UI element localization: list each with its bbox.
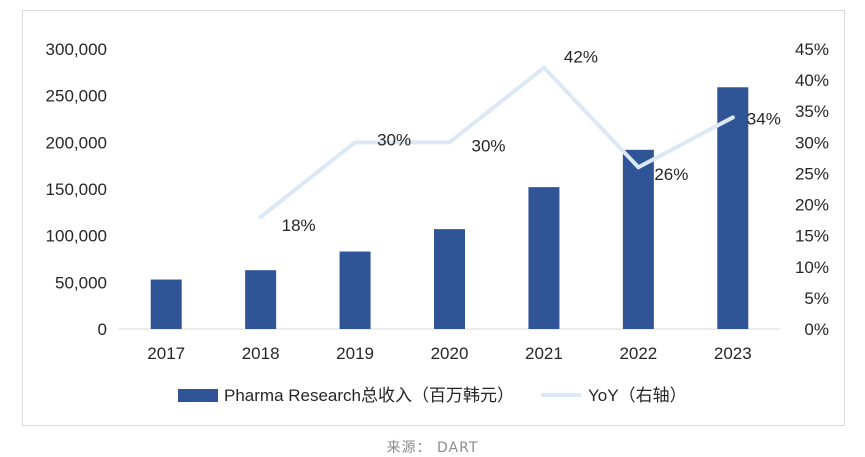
right-tick-label: 20% [795, 196, 829, 215]
x-tick-label: 2018 [242, 344, 280, 363]
revenue-bar [622, 149, 654, 329]
right-tick-label: 45% [795, 40, 829, 59]
x-axis-ticks: 2017 2018 2019 2020 2021 2022 2023 [147, 344, 751, 363]
right-tick-label: 40% [795, 71, 829, 90]
right-axis-ticks: 0% 5% 10% 15% 20% 25% 30% 35% 40% 45% [795, 40, 829, 339]
combo-chart: 0 50,000 100,000 150,000 200,000 250,000 300,0… [46, 40, 829, 405]
right-tick-label: 25% [795, 164, 829, 183]
left-tick-label: 200,000 [46, 133, 107, 152]
yoy-point [447, 140, 452, 145]
right-tick-label: 0% [804, 320, 829, 339]
left-tick-label: 150,000 [46, 180, 107, 199]
legend-label-revenue: Pharma Research总收入（百万韩元） [224, 386, 514, 405]
x-tick-label: 2023 [714, 344, 752, 363]
x-tick-label: 2021 [525, 344, 563, 363]
revenue-bar [528, 187, 560, 329]
legend: Pharma Research总收入（百万韩元） YoY（右轴） [178, 386, 687, 405]
left-tick-label: 300,000 [46, 40, 107, 59]
legend-label-yoy: YoY（右轴） [588, 386, 687, 405]
yoy-point [636, 165, 641, 170]
yoy-data-label: 18% [282, 216, 316, 235]
chart-frame: 0 50,000 100,000 150,000 200,000 250,000 300,0… [22, 10, 845, 426]
x-tick-label: 2022 [619, 344, 657, 363]
x-tick-label: 2017 [147, 344, 185, 363]
yoy-line [258, 65, 735, 219]
yoy-data-labels: 18% 30% 30% 42% 26% 34% [282, 48, 781, 235]
revenue-bar [339, 251, 371, 329]
left-tick-label: 50,000 [55, 273, 107, 292]
right-tick-label: 30% [795, 133, 829, 152]
left-tick-label: 100,000 [46, 227, 107, 246]
yoy-data-label: 30% [377, 130, 411, 149]
revenue-bar [717, 87, 749, 330]
revenue-bar [245, 270, 277, 329]
left-axis-ticks: 0 50,000 100,000 150,000 200,000 250,000 300,0… [46, 40, 107, 339]
right-tick-label: 35% [795, 102, 829, 121]
yoy-data-label: 30% [472, 136, 506, 155]
yoy-data-label: 42% [564, 48, 598, 67]
right-tick-label: 15% [795, 227, 829, 246]
yoy-series-line [258, 65, 735, 219]
yoy-point [258, 215, 263, 219]
right-tick-label: 10% [795, 258, 829, 277]
right-tick-label: 5% [804, 289, 829, 308]
yoy-point [353, 140, 358, 145]
revenue-bar [434, 229, 465, 329]
x-tick-label: 2020 [431, 344, 469, 363]
source-caption: 来源： DART [386, 440, 479, 456]
left-tick-label: 0 [98, 320, 107, 339]
yoy-point [541, 65, 546, 70]
revenue-bars [150, 87, 749, 330]
yoy-point [730, 115, 735, 120]
yoy-data-label: 34% [747, 109, 781, 128]
legend-swatch-revenue [178, 389, 218, 402]
revenue-bar [150, 279, 182, 329]
yoy-data-label: 26% [654, 165, 688, 184]
x-tick-label: 2019 [336, 344, 374, 363]
left-tick-label: 250,000 [46, 87, 107, 106]
